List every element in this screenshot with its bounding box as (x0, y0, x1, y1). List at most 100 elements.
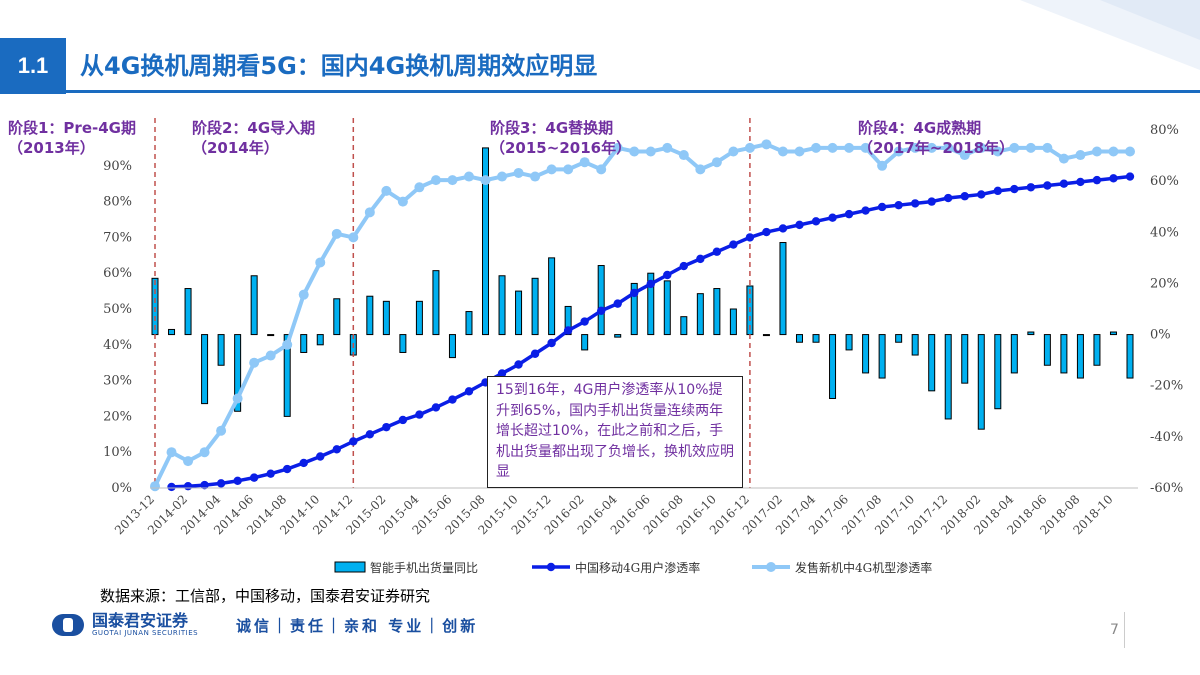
point (712, 247, 722, 256)
bar (1109, 331, 1117, 336)
bar (1126, 334, 1134, 379)
bar (432, 270, 440, 336)
point (926, 142, 937, 153)
company-slogan: 诚信｜责任｜亲和 专业｜创新 (236, 617, 479, 635)
point (679, 261, 689, 271)
point (497, 369, 507, 378)
left-tick-label: 60% (103, 266, 132, 281)
bar (415, 300, 423, 336)
point (630, 288, 639, 298)
bar (581, 334, 589, 351)
point (828, 213, 837, 222)
point (199, 447, 210, 458)
stage-1-title: 阶段1：Pre-4G期 (8, 119, 136, 137)
point (795, 220, 804, 230)
right-axis: -60% -40% -20% 0% 20% 40% 60% 80% (1150, 123, 1183, 496)
point (364, 207, 375, 218)
point (811, 142, 822, 153)
bar (895, 334, 903, 343)
page-divider (1124, 612, 1125, 648)
right-tick-label: 80% (1150, 123, 1179, 138)
point (200, 480, 209, 490)
company-name: 国泰君安证券 (92, 611, 189, 630)
bar (448, 334, 456, 359)
point (349, 437, 358, 446)
bar (680, 316, 688, 336)
line-series-new-model-4g (150, 139, 1135, 492)
point (976, 142, 987, 153)
bar (647, 272, 655, 336)
bar (399, 334, 407, 353)
point (265, 350, 276, 361)
point (282, 339, 293, 350)
point (365, 430, 375, 439)
bar (994, 334, 1002, 410)
point (514, 360, 523, 369)
point (547, 338, 556, 348)
legend-label: 智能手机出货量同比 (370, 560, 478, 575)
title-underline (66, 90, 1200, 93)
chart: 0% 10% 20% 30% 40% 50% 60% 70% 80% 90% -60% -40% -2… (103, 118, 1183, 575)
point (645, 146, 656, 157)
point (299, 458, 308, 468)
point (663, 270, 672, 280)
bar (829, 334, 837, 400)
point (1091, 146, 1102, 157)
point (1025, 142, 1036, 153)
point (794, 146, 805, 157)
right-tick-label: -60% (1150, 481, 1183, 496)
left-tick-label: 40% (103, 338, 132, 353)
bar (465, 311, 473, 336)
stage-dividers (154, 118, 751, 488)
point (397, 196, 408, 207)
point (431, 403, 441, 412)
point (530, 349, 540, 358)
point (414, 182, 425, 193)
bar (961, 334, 969, 384)
stage-3-label: 阶段3：4G替换期 （2015~2016年） (490, 118, 631, 158)
bar (333, 298, 341, 336)
point (332, 445, 341, 454)
point (1108, 146, 1119, 157)
point (1125, 172, 1135, 181)
legend-marker (766, 562, 776, 572)
right-tick-label: -40% (1150, 430, 1183, 445)
stage-3-period: （2015~2016年） (490, 139, 632, 157)
bar (250, 275, 258, 336)
point (992, 146, 1003, 157)
point (283, 464, 292, 474)
point (596, 306, 606, 315)
point (183, 482, 193, 491)
point (398, 415, 408, 425)
point (430, 175, 441, 186)
stage-3-title: 阶段3：4G替换期 (490, 119, 614, 137)
point (381, 185, 392, 196)
left-tick-label: 20% (103, 409, 132, 424)
point (233, 476, 242, 486)
point (927, 197, 936, 206)
point (167, 482, 176, 492)
point (1009, 142, 1020, 153)
point (893, 146, 904, 157)
point (150, 481, 160, 492)
company-logo: 国泰君安证券 GUOTAI JUNAN SECURITIES (52, 612, 198, 638)
point (1075, 150, 1086, 161)
bar (762, 334, 770, 337)
bar (1076, 334, 1084, 379)
bar (234, 334, 242, 412)
point (811, 217, 821, 226)
left-axis: 0% 10% 20% 30% 40% 50% 60% 70% 80% 90% (103, 159, 132, 496)
point (844, 209, 854, 219)
point (480, 175, 491, 186)
bar (696, 293, 704, 336)
point (777, 146, 788, 157)
stage-2-label: 阶段2：4G导入期 （2014年） (192, 118, 315, 158)
page-title: 从4G换机周期看5G：国内4G换机周期效应明显 (80, 52, 598, 80)
point (860, 142, 871, 153)
point (761, 139, 772, 150)
point (216, 479, 226, 488)
bar (795, 334, 803, 343)
point (546, 164, 557, 175)
point (613, 299, 622, 308)
stage-4-label: 阶段4：4G成熟期 （2017年~2018年） (858, 118, 1014, 158)
